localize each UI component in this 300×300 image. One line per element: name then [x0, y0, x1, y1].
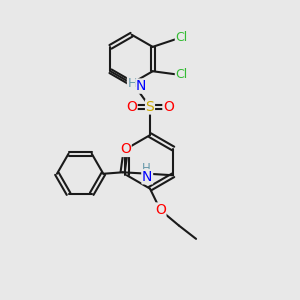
- Text: Cl: Cl: [176, 32, 188, 44]
- Text: O: O: [163, 100, 174, 114]
- Text: H: H: [128, 76, 137, 90]
- Text: N: N: [136, 79, 146, 93]
- Text: S: S: [146, 100, 154, 114]
- Text: O: O: [120, 142, 131, 156]
- Text: N: N: [142, 170, 152, 184]
- Text: O: O: [126, 100, 137, 114]
- Text: H: H: [142, 162, 151, 175]
- Text: Cl: Cl: [176, 68, 188, 81]
- Text: O: O: [155, 203, 166, 217]
